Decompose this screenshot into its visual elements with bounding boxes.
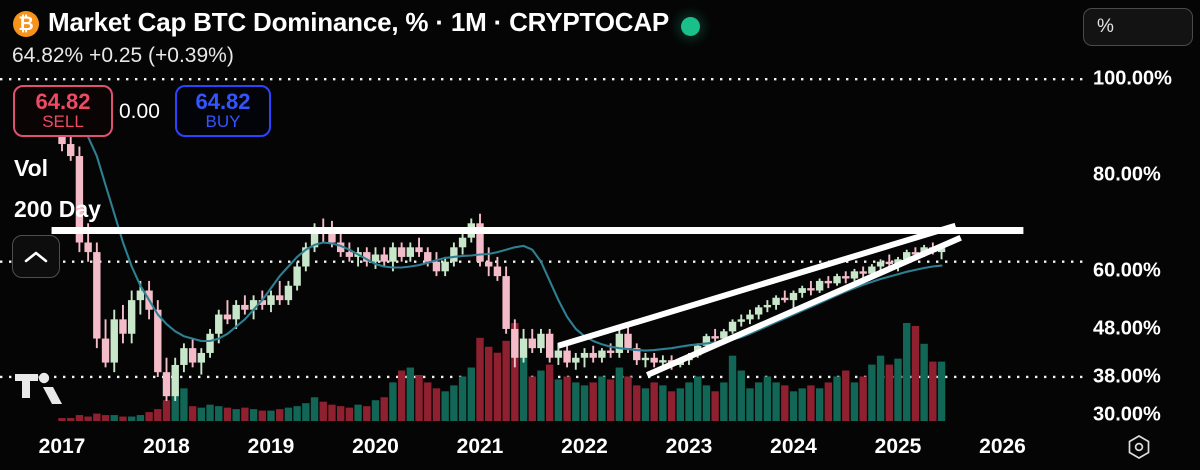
time-tick: 2025 <box>874 435 922 458</box>
price-tick: 38.00% <box>1093 365 1161 388</box>
time-tick: 2022 <box>561 435 608 458</box>
sell-price: 64.82 <box>35 89 91 115</box>
sell-button[interactable]: 64.82 SELL <box>13 85 113 137</box>
moving-average-legend-label: 200 Day <box>14 196 101 222</box>
volume-legend-label: Vol <box>14 155 49 181</box>
gridlines <box>0 78 1085 379</box>
chart-canvas <box>0 78 1085 421</box>
time-tick: 2017 <box>38 435 86 458</box>
volume-bars <box>58 323 946 421</box>
time-tick: 2018 <box>143 435 190 458</box>
spread-value: 0.00 <box>119 100 160 123</box>
percent-scale-label: % <box>1097 16 1114 37</box>
market-open-dot-icon <box>681 17 700 36</box>
price-tick: 100.00% <box>1093 67 1172 90</box>
price-chart-plot[interactable] <box>0 60 1085 425</box>
buy-label: BUY <box>205 112 241 132</box>
bitcoin-icon: ₿ <box>13 11 39 37</box>
price-tick: 60.00% <box>1093 259 1161 282</box>
tradingview-logo-icon <box>15 372 62 404</box>
price-tick: 48.00% <box>1093 317 1161 340</box>
trendlines <box>51 222 1024 378</box>
moving-average-line <box>87 135 943 352</box>
settings-hex-icon <box>1128 435 1150 459</box>
tradingview-logo[interactable] <box>12 368 72 408</box>
time-tick: 2021 <box>456 435 504 458</box>
page-title: Market Cap BTC Dominance, % · 1M · CRYPT… <box>48 7 670 37</box>
time-tick: 2026 <box>979 435 1026 458</box>
settings-button[interactable] <box>1124 432 1154 462</box>
time-tick: 2020 <box>352 435 399 458</box>
time-tick: 2023 <box>665 435 713 458</box>
collapse-panel-button[interactable] <box>12 235 60 278</box>
time-axis[interactable]: 2017 2018 2019 2020 2021 2022 2023 2024 2025 2026 <box>0 425 1085 470</box>
buy-price: 64.82 <box>195 89 251 115</box>
quote-summary: 64.82% +0.25 (+0.39%) <box>12 44 234 67</box>
sell-label: SELL <box>42 112 84 132</box>
candlesticks <box>58 127 946 401</box>
time-tick: 2024 <box>770 435 817 458</box>
percent-scale-button[interactable]: % <box>1083 8 1193 46</box>
price-tick: 80.00% <box>1093 163 1161 186</box>
chart-header: ₿ Market Cap BTC Dominance, % · 1M · CRY… <box>0 0 1200 67</box>
time-tick: 2019 <box>247 435 295 458</box>
price-axis[interactable]: 100.00% 80.00% 60.00% 48.00% 38.00% 30.00% <box>1085 60 1200 426</box>
price-tick: 30.00% <box>1093 403 1161 426</box>
buy-button[interactable]: 64.82 BUY <box>175 85 271 137</box>
chevron-up-icon <box>24 251 48 262</box>
